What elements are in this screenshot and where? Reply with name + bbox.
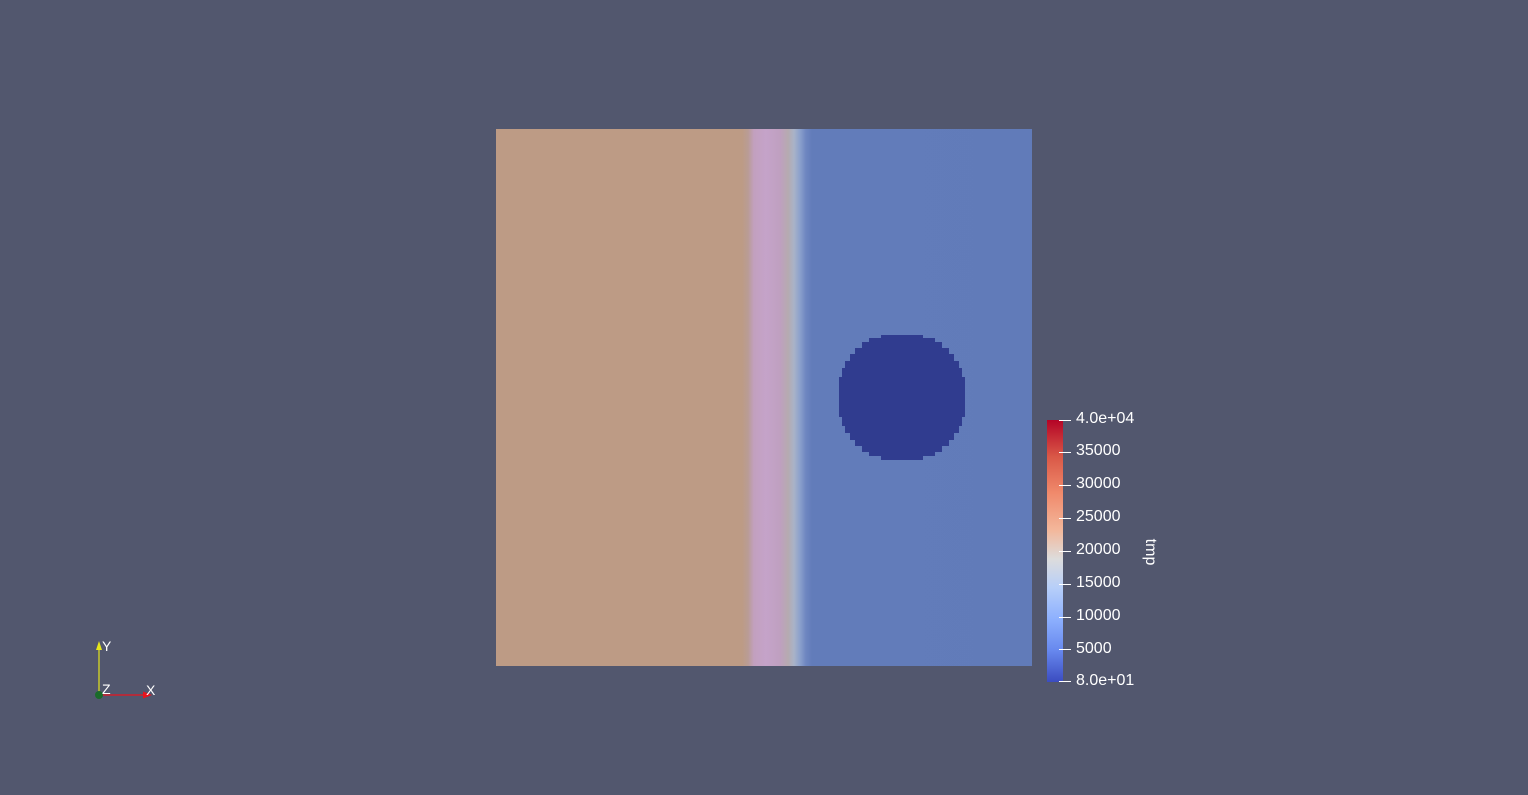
colorbar-tick bbox=[1059, 584, 1071, 585]
colorbar-tick bbox=[1059, 617, 1071, 618]
circular-inclusion bbox=[839, 335, 965, 460]
y-axis-label: Y bbox=[102, 638, 112, 654]
orientation-axes: Y Z X bbox=[85, 636, 165, 706]
x-axis-label: X bbox=[146, 682, 156, 698]
colorbar-label-max: 4.0e+04 bbox=[1076, 410, 1135, 427]
colorbar-tick bbox=[1059, 452, 1071, 453]
colorbar-tick bbox=[1059, 551, 1071, 552]
colorbar-label: 10000 bbox=[1076, 607, 1121, 624]
colorbar-label-min: 8.0e+01 bbox=[1076, 672, 1135, 689]
z-axis-dot bbox=[95, 691, 103, 699]
colorbar-title-text: tmp bbox=[1142, 538, 1159, 566]
z-axis-label: Z bbox=[102, 681, 111, 697]
colorbar-tick bbox=[1059, 518, 1071, 519]
colorbar-tick bbox=[1059, 681, 1071, 682]
colorbar-label: 20000 bbox=[1076, 541, 1121, 558]
inclusion-shape bbox=[839, 335, 965, 460]
y-axis-arrow bbox=[96, 641, 102, 650]
colorbar-title: tmp bbox=[1138, 537, 1162, 567]
colorbar-label: 15000 bbox=[1076, 574, 1121, 591]
colorbar-tick bbox=[1059, 649, 1071, 650]
colorbar-label: 30000 bbox=[1076, 475, 1121, 492]
colorbar-label: 25000 bbox=[1076, 508, 1121, 525]
colorbar-tick bbox=[1059, 420, 1071, 421]
colorbar-label: 35000 bbox=[1076, 442, 1121, 459]
x-axis-arrow bbox=[143, 691, 152, 699]
colorbar-tick bbox=[1059, 485, 1071, 486]
colorbar-label: 5000 bbox=[1076, 640, 1112, 657]
axes-triad-icon bbox=[95, 641, 152, 699]
